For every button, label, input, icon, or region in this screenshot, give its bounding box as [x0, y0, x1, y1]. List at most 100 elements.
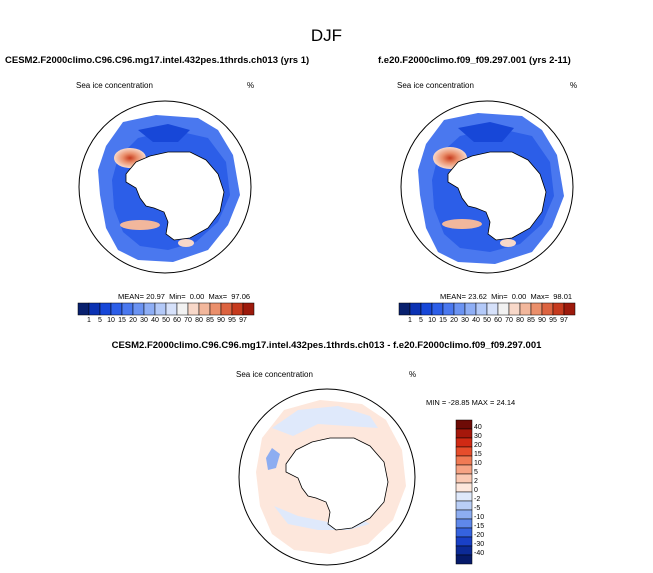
colorbar-tick-label: -2	[474, 496, 481, 503]
colorbar-box	[398, 302, 411, 316]
sea-ice-dense-patch	[458, 122, 514, 142]
colorbar-box	[563, 302, 576, 316]
panel-left-units-label: %	[247, 81, 255, 90]
colorbar-tick-label: 95	[549, 317, 557, 324]
colorbar-tick-label: -20	[474, 532, 485, 539]
colorbar-box	[420, 302, 433, 316]
colorbar-left: 1 5 10 15 20 30 40 50 60 70 80 85 90 95 97	[77, 302, 255, 327]
panel-right-min: 0.00	[511, 292, 527, 301]
colorbar-tick-label: 95	[228, 317, 236, 324]
colorbar-tick-label: 15	[118, 317, 126, 324]
difference-units-label: %	[409, 370, 417, 379]
colorbar-box	[464, 302, 477, 316]
sea-ice-moderate-band	[120, 220, 160, 230]
colorbar-box	[198, 302, 211, 316]
colorbar-box	[530, 302, 543, 316]
colorbar-box	[519, 302, 532, 316]
colorbar-box	[187, 302, 200, 316]
colorbar-tick-label: 50	[162, 317, 170, 324]
map-difference	[238, 388, 416, 566]
colorbar-tick-label: 20	[450, 317, 458, 324]
colorbar-box	[165, 302, 178, 316]
colorbar-tick-label: 20	[129, 317, 137, 324]
map-left-sea-ice-concentration	[78, 100, 252, 274]
colorbar-tick-label: 30	[461, 317, 469, 324]
difference-min-max: MIN = -28.85 MAX = 24.14	[426, 398, 516, 407]
sea-ice-dense-patch	[138, 124, 190, 142]
colorbar-box	[442, 302, 455, 316]
colorbar-tick-label: 60	[173, 317, 181, 324]
colorbar-box	[176, 302, 189, 316]
difference-negative-patch	[266, 448, 280, 470]
colorbar-box	[409, 302, 422, 316]
colorbar-box	[475, 302, 488, 316]
colorbar-box	[121, 302, 134, 316]
colorbar-tick-label: 60	[494, 317, 502, 324]
panel-left-mean: 20.97	[146, 292, 165, 301]
colorbar-tick-label: 1	[408, 317, 412, 324]
colorbar-tick-label: -5	[474, 505, 481, 512]
colorbar-tick-label: 40	[472, 317, 480, 324]
colorbar-box	[154, 302, 167, 316]
colorbar-tick-label: 5	[474, 469, 478, 476]
colorbar-tick-label: 5	[419, 317, 423, 324]
sea-ice-moderate-band	[442, 219, 482, 229]
colorbar-tick-label: 15	[439, 317, 447, 324]
colorbar-tick-label: 30	[474, 433, 482, 440]
panel-left-stats: MEAN= 20.97 Min= 0.00 Max= 97.06	[118, 292, 251, 301]
colorbar-box	[77, 302, 90, 316]
colorbar-tick-label: 10	[107, 317, 115, 324]
panel-right-units-label: %	[570, 81, 578, 90]
colorbar-box	[541, 302, 554, 316]
antarctica-landmass	[125, 151, 225, 241]
panel-left-min: 0.00	[189, 292, 205, 301]
colorbar-tick-label: 70	[184, 317, 192, 324]
colorbar-tick-label: -15	[474, 523, 485, 530]
colorbar-tick-label: 70	[505, 317, 513, 324]
colorbar-difference: 40 30 20 15 10 5 2 0 -2 -5 -10 -15 -20 -30 -40	[455, 419, 506, 570]
colorbar-box	[455, 554, 473, 565]
colorbar-tick-label: -40	[474, 550, 485, 557]
colorbar-left-boxes	[77, 302, 255, 316]
colorbar-tick-label: -10	[474, 514, 485, 521]
colorbar-box	[209, 302, 222, 316]
colorbar-tick-label: 90	[538, 317, 546, 324]
difference-variable-label: Sea ice concentration	[236, 370, 313, 379]
panel-left-max: 97.06	[231, 292, 251, 301]
colorbar-box	[231, 302, 244, 316]
colorbar-tick-label: 40	[151, 317, 159, 324]
panel-right-max: 98.01	[553, 292, 573, 301]
colorbar-tick-label: 90	[217, 317, 225, 324]
colorbar-tick-label: -30	[474, 541, 485, 548]
panel-right-stats: MEAN= 23.62 Min= 0.00 Max= 98.01	[440, 292, 573, 301]
colorbar-tick-label: 97	[560, 317, 568, 324]
antarctica-landmass	[447, 151, 547, 241]
antarctica-landmass	[285, 437, 389, 531]
colorbar-tick-label: 80	[516, 317, 524, 324]
colorbar-right-boxes	[398, 302, 576, 316]
colorbar-box	[110, 302, 123, 316]
colorbar-tick-label: 30	[140, 317, 148, 324]
colorbar-box	[552, 302, 565, 316]
colorbar-tick-label: 10	[474, 460, 482, 467]
colorbar-tick-label: 50	[483, 317, 491, 324]
panel-right-mean: 23.62	[468, 292, 487, 301]
colorbar-tick-label: 85	[206, 317, 214, 324]
panel-left-variable-label: Sea ice concentration	[76, 81, 153, 90]
figure-title: DJF	[310, 26, 343, 45]
sea-ice-low-patch	[178, 239, 194, 247]
panel-right-case-title: f.e20.F2000climo.f09_f09.297.001 (yrs 2-…	[378, 55, 571, 66]
colorbar-box	[132, 302, 145, 316]
difference-negative-zone	[272, 406, 378, 436]
colorbar-tick-label: 1	[87, 317, 91, 324]
colorbar-tick-label: 20	[474, 442, 482, 449]
colorbar-box	[88, 302, 101, 316]
colorbar-tick-label: 40	[474, 424, 482, 431]
colorbar-right: 1 5 10 15 20 30 40 50 60 70 80 85 90 95 97	[398, 302, 576, 327]
sea-ice-low-patch	[500, 239, 516, 247]
colorbar-box	[453, 302, 466, 316]
panel-right-variable-label: Sea ice concentration	[397, 81, 474, 90]
panel-left-case-title: CESM2.F2000climo.C96.C96.mg17.intel.432p…	[5, 55, 310, 66]
colorbar-tick-label: 2	[474, 478, 478, 485]
map-right-sea-ice-concentration	[400, 100, 574, 274]
